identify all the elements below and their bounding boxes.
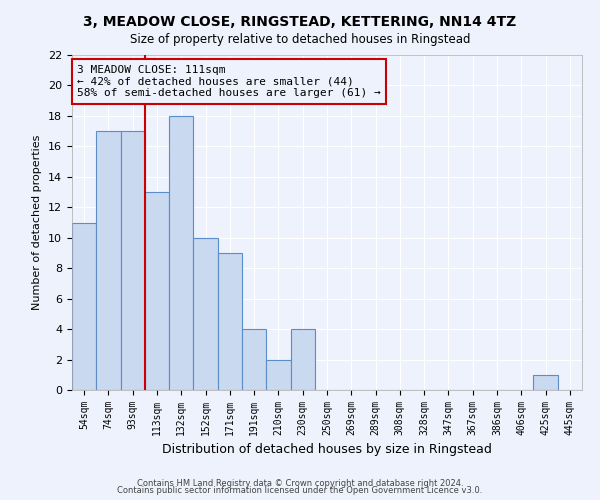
Y-axis label: Number of detached properties: Number of detached properties [32,135,43,310]
Bar [96,131,121,390]
Bar [121,131,145,390]
Bar [533,375,558,390]
Bar [145,192,169,390]
Text: Contains public sector information licensed under the Open Government Licence v3: Contains public sector information licen… [118,486,482,495]
X-axis label: Distribution of detached houses by size in Ringstead: Distribution of detached houses by size … [162,444,492,456]
Bar [290,329,315,390]
Bar [242,329,266,390]
Bar [218,253,242,390]
Bar [266,360,290,390]
Bar [169,116,193,390]
Bar [72,222,96,390]
Text: 3 MEADOW CLOSE: 111sqm
← 42% of detached houses are smaller (44)
58% of semi-det: 3 MEADOW CLOSE: 111sqm ← 42% of detached… [77,65,381,98]
Text: 3, MEADOW CLOSE, RINGSTEAD, KETTERING, NN14 4TZ: 3, MEADOW CLOSE, RINGSTEAD, KETTERING, N… [83,15,517,29]
Bar [193,238,218,390]
Text: Size of property relative to detached houses in Ringstead: Size of property relative to detached ho… [130,32,470,46]
Text: Contains HM Land Registry data © Crown copyright and database right 2024.: Contains HM Land Registry data © Crown c… [137,478,463,488]
